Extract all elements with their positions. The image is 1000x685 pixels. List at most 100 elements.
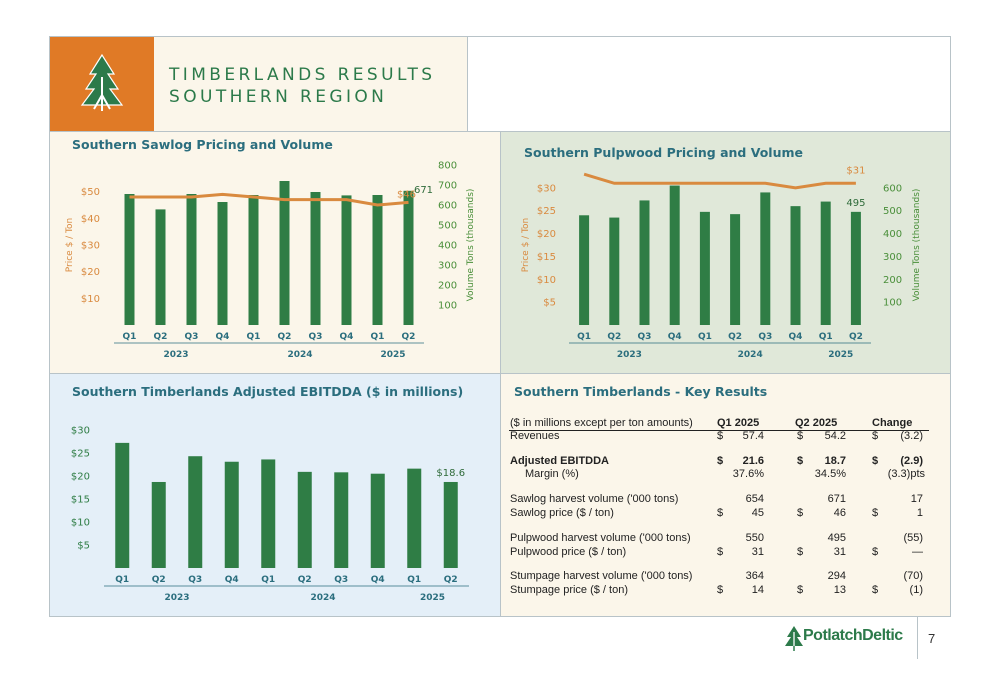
ebitdda-chart: $5 $10 $15 $20 $25 $30 $18.6 Q1 Q2 Q3 Q4 Q1 Q2 Q3 Q4 Q1… (71, 426, 469, 603)
price-tick-label: $20 (537, 229, 556, 240)
price-axis-title: Price $ / Ton (65, 218, 75, 272)
volume-bar (669, 185, 680, 325)
year-label: 2023 (617, 350, 642, 360)
volume-tick-label: 400 (883, 229, 902, 240)
x-tick-label: Q2 (607, 332, 621, 342)
price-line (129, 192, 409, 207)
ebitdda-bar (443, 481, 458, 568)
x-tick-label: Q2 (444, 575, 458, 585)
x-tick-label: Q1 (819, 332, 833, 342)
ebitdda-tick-label: $15 (71, 495, 90, 506)
x-tick-label: Q1 (371, 332, 385, 342)
price-tick-label: $30 (81, 241, 100, 252)
x-tick-label: Q4 (371, 575, 385, 585)
kr-row-change-value: (55) (903, 532, 923, 544)
price-tick-label: $5 (543, 298, 556, 309)
x-tick-label: Q3 (334, 575, 348, 585)
x-tick-label: Q1 (115, 575, 129, 585)
pulpwood-chart: $5 $10 $15 $20 $25 $30 100 200 300 400 500 600 Price… (521, 165, 922, 360)
price-tick-label: $10 (537, 275, 556, 286)
volume-bar (155, 209, 166, 325)
x-tick-label: Q3 (188, 575, 202, 585)
kr-row-q1-value: 654 (745, 493, 764, 505)
kr-row-change-value: (3.2) (900, 430, 923, 442)
key-results-title: Southern Timberlands - Key Results (514, 384, 768, 399)
volume-tick-label: 400 (438, 241, 457, 252)
volume-tick-label: 500 (438, 221, 457, 232)
sawlog-chart: $10 $20 $30 $40 $50 100 200 300 400 500 600 700 800 P… (65, 161, 476, 361)
page-title-line-1: TIMBERLANDS RESULTS (169, 65, 436, 85)
volume-axis-title: Volume Tons (thousands) (912, 189, 922, 302)
kr-row-q1-value: 21.6 (742, 455, 764, 467)
kr-row-label: Sawlog price ($ / ton) (510, 507, 614, 519)
volume-bar (730, 214, 741, 325)
kr-header-rule (509, 430, 929, 431)
kr-row-label: Pulpwood price ($ / ton) (510, 546, 627, 558)
x-tick-label: Q1 (407, 575, 421, 585)
volume-bar (186, 194, 197, 325)
volume-bar (217, 202, 228, 325)
x-tick-label: Q2 (154, 332, 168, 342)
volume-bar (310, 192, 321, 325)
volume-bar (579, 215, 590, 325)
kr-header-q1: Q1 2025 (717, 417, 760, 429)
logo-tile (50, 37, 154, 131)
ebitdda-data-label: $18.6 (436, 468, 465, 479)
year-label: 2023 (163, 350, 188, 360)
price-tick-label: $15 (537, 252, 556, 263)
volume-bar (760, 192, 771, 325)
kr-header-label: ($ in millions except per ton amounts) (510, 417, 693, 429)
price-data-label: $31 (846, 165, 865, 176)
kr-row-q2-currency: $ (797, 507, 804, 519)
year-label: 2025 (828, 350, 853, 360)
ebitdda-tick-label: $30 (71, 426, 90, 437)
ebitdda-bar (188, 456, 203, 568)
kr-row-q2-value: 34.5% (814, 468, 846, 480)
volume-tick-label: 200 (438, 281, 457, 292)
kr-row-change-currency: $ (872, 507, 879, 519)
x-tick-label: Q1 (123, 332, 137, 342)
x-tick-label: Q2 (849, 332, 863, 342)
sawlog-panel: Southern Sawlog Pricing and Volume $10 $2… (50, 131, 500, 373)
kr-header-change: Change (872, 417, 913, 429)
kr-row-label: Sawlog harvest volume ('000 tons) (510, 493, 679, 505)
volume-tick-label: 800 (438, 161, 457, 172)
kr-row-q1-value: 57.4 (742, 430, 764, 442)
volume-bar (124, 194, 135, 325)
volume-tick-label: 300 (883, 252, 902, 263)
kr-row-q1-value: 37.6% (732, 468, 764, 480)
kr-row-q2-value: 13 (833, 584, 846, 596)
volume-data-label: 495 (846, 198, 865, 209)
volume-bar (639, 200, 650, 325)
ebitdda-bar (370, 473, 385, 568)
x-tick-label: Q2 (298, 575, 312, 585)
kr-row-q2-value: 31 (833, 546, 846, 558)
tree-icon (785, 626, 803, 651)
kr-row-change-value: (3.3)pts (887, 468, 925, 480)
ebitdda-tick-label: $20 (71, 472, 90, 483)
price-tick-label: $30 (537, 183, 556, 194)
kr-row-q2-value: 54.2 (824, 430, 846, 442)
kr-row-label: Pulpwood harvest volume ('000 tons) (510, 532, 691, 544)
x-tick-label: Q3 (638, 332, 652, 342)
kr-row-change-currency: $ (872, 430, 879, 442)
kr-row-q1-value: 45 (751, 507, 764, 519)
ebitdda-bar (261, 459, 276, 568)
ebitdda-chart-title: Southern Timberlands Adjusted EBITDDA ($… (72, 384, 464, 399)
volume-axis-title: Volume Tons (thousands) (466, 189, 476, 302)
key-results-panel: Southern Timberlands - Key Results ($ in… (500, 373, 950, 616)
ebitdda-tick-label: $10 (71, 518, 90, 529)
x-tick-label: Q2 (278, 332, 292, 342)
year-label: 2025 (420, 593, 445, 603)
pulpwood-chart-title: Southern Pulpwood Pricing and Volume (524, 145, 803, 160)
ebitdda-bar (115, 442, 130, 568)
price-tick-label: $25 (537, 206, 556, 217)
kr-row-change-value: (1) (909, 584, 923, 596)
volume-bar (850, 211, 861, 325)
ebitdda-panel: Southern Timberlands Adjusted EBITDDA ($… (50, 373, 500, 616)
slide-frame (49, 36, 951, 617)
price-data-label: $46 (397, 189, 416, 200)
kr-row-q2-value: 671 (827, 493, 846, 505)
kr-row-label: Margin (%) (525, 468, 579, 480)
volume-data-label: 671 (414, 185, 433, 196)
